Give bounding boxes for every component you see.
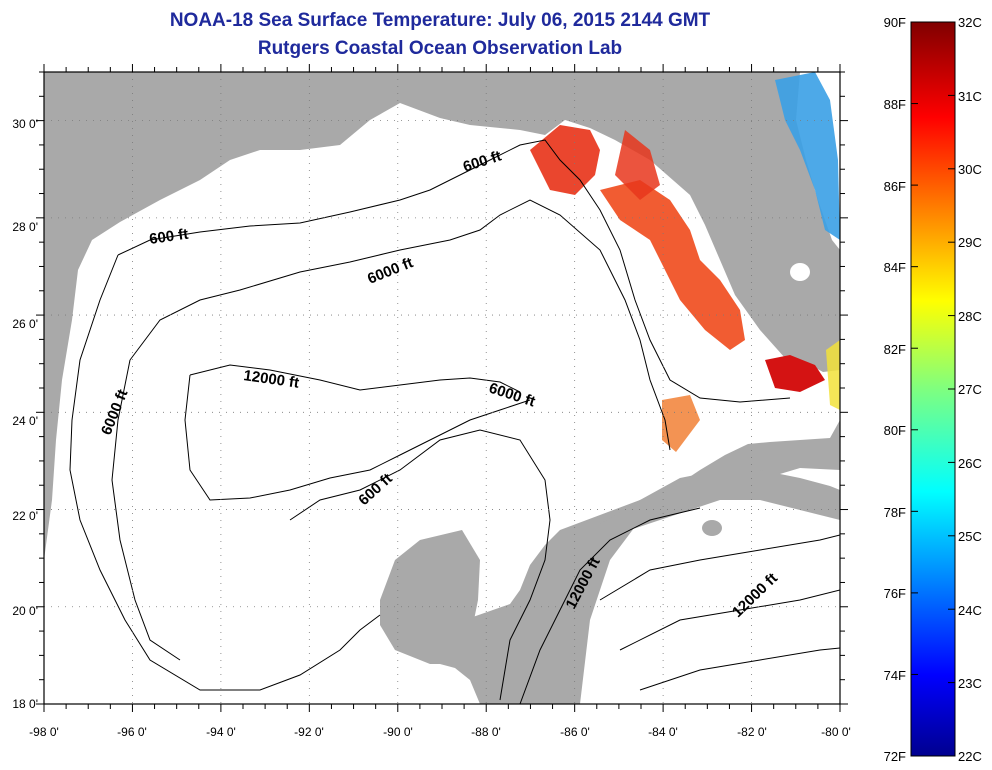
map-subtitle: Rutgers Coastal Ocean Observation Lab bbox=[257, 38, 623, 59]
longitude-axis: -98 0' -96 0' -94 0' -92 0' -90 0' -88 0… bbox=[29, 725, 851, 739]
lon-label: -88 0' bbox=[471, 725, 501, 739]
lat-label: 24 0' bbox=[12, 414, 38, 428]
contour-label: 600 ft bbox=[148, 226, 189, 248]
lat-label: 30 0' bbox=[12, 117, 38, 131]
lon-label: -80 0' bbox=[821, 725, 851, 739]
lat-label: 28 0' bbox=[12, 220, 38, 234]
gulf-of-mexico bbox=[44, 103, 840, 704]
map-area bbox=[44, 72, 840, 704]
latitude-axis: 18 0' 20 0' 22 0' 24 0' 26 0' 28 0' 30 0… bbox=[12, 117, 38, 711]
yucatan-peninsula bbox=[380, 530, 480, 664]
sst-patch-florida-bay bbox=[765, 355, 825, 392]
lon-label: -90 0' bbox=[383, 725, 413, 739]
lon-label: -98 0' bbox=[29, 725, 59, 739]
contour-600ft-north bbox=[117, 139, 791, 403]
cuba bbox=[600, 470, 840, 530]
lon-label: -94 0' bbox=[206, 725, 236, 739]
graticule bbox=[44, 72, 840, 704]
sst-patch-south-scatter bbox=[662, 395, 700, 452]
sst-patch-west-florida-shelf bbox=[600, 180, 745, 350]
isla-de-la-juventud bbox=[702, 520, 722, 536]
lat-label: 22 0' bbox=[12, 509, 38, 523]
lat-label: 18 0' bbox=[12, 697, 38, 711]
contour-600ft-west bbox=[69, 254, 381, 691]
lon-label: -92 0' bbox=[294, 725, 324, 739]
lon-label: -82 0' bbox=[737, 725, 767, 739]
lat-label: 20 0' bbox=[12, 604, 38, 618]
contour-caribbean bbox=[599, 534, 840, 691]
frame-ticks bbox=[36, 64, 848, 712]
sst-patch-keys-yellow bbox=[826, 340, 840, 410]
contour-6000ft-west bbox=[111, 359, 181, 661]
contour-600ft-campeche bbox=[289, 429, 551, 701]
lon-label: -86 0' bbox=[560, 725, 590, 739]
sst-patch-offshore-streak bbox=[615, 130, 660, 200]
sst-patch-florida-atlantic bbox=[775, 72, 840, 240]
lon-label: -96 0' bbox=[117, 725, 147, 739]
contour-12000ft-yucatan-channel bbox=[519, 507, 701, 704]
caribbean-sea bbox=[580, 468, 840, 704]
contour-6000ft bbox=[129, 199, 671, 451]
lake-okeechobee bbox=[790, 263, 810, 281]
lon-label: -84 0' bbox=[648, 725, 678, 739]
contour-12000ft bbox=[184, 364, 531, 501]
map-title: NOAA-18 Sea Surface Temperature: July 06… bbox=[169, 10, 711, 31]
lat-label: 26 0' bbox=[12, 317, 38, 331]
